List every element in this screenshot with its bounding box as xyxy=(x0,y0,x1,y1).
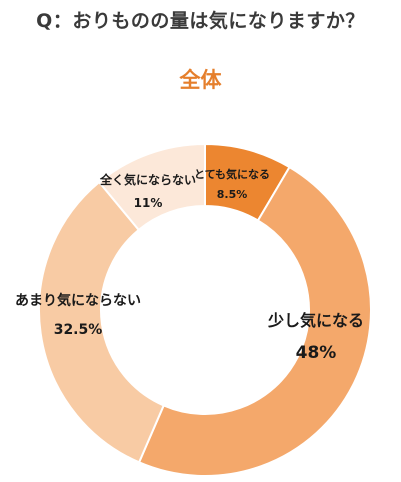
slice-label-3: あまり気にならない xyxy=(15,292,141,309)
slice-3 xyxy=(38,180,166,464)
question-title: Q：おりものの量は気になりますか？ xyxy=(36,10,365,32)
slice-value-3: 32.5% xyxy=(54,322,103,338)
slice-value-4: 11% xyxy=(134,196,163,210)
slice-label-1: とても気になる xyxy=(194,167,270,181)
slice-value-1: 8.5% xyxy=(217,188,248,201)
slice-4 xyxy=(97,142,206,232)
slice-label-2: 少し気になる xyxy=(267,311,364,330)
slice-label-4: 全く気にならない xyxy=(99,172,196,187)
slice-value-2: 48% xyxy=(296,343,337,363)
chart-title: 全体 xyxy=(179,68,222,92)
slice-2 xyxy=(137,165,372,477)
